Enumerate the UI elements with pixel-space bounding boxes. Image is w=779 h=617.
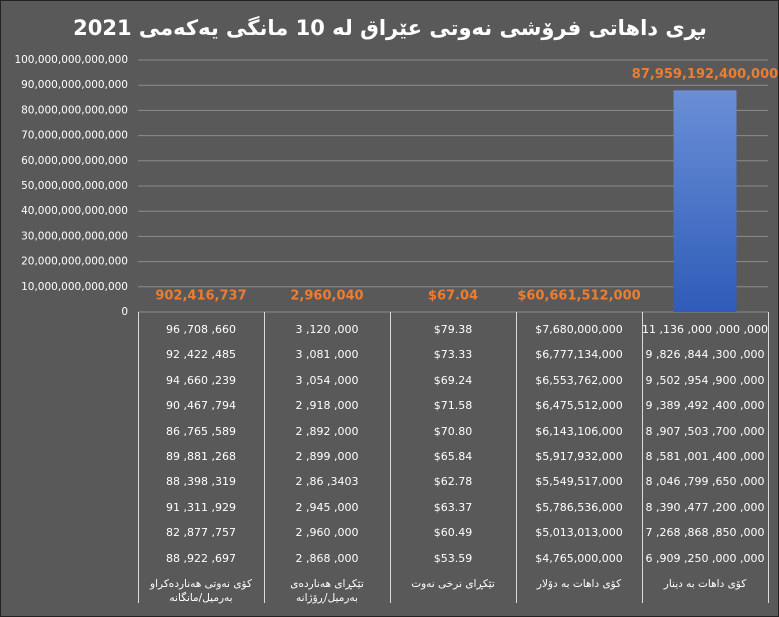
y-tick-label: 90,000,000,000,000: [21, 79, 128, 91]
y-tick-label: 60,000,000,000,000: [21, 155, 128, 167]
x-tick-label: کۆی داهات بە دینار: [663, 578, 747, 590]
chart-title: بڕی داهاتی فرۆشی نەوتی عێراق لە 10 مانگی…: [73, 15, 707, 40]
table-cell: $6,553,762,000: [535, 373, 623, 387]
table-cell: $63.37: [433, 500, 473, 514]
table-cell: 94 ,660 ,239: [166, 373, 236, 387]
data-label: $60,661,512,000: [517, 288, 640, 303]
table-cell: 9 ,502 ,954 ,900 ,000: [645, 373, 765, 387]
table-divider: [264, 312, 265, 603]
table-divider: [390, 312, 391, 603]
y-tick-label: 30,000,000,000,000: [21, 230, 128, 242]
table-cell: $70.80: [433, 424, 473, 438]
y-tick-label: 40,000,000,000,000: [21, 205, 128, 217]
y-tick-label: 80,000,000,000,000: [21, 104, 128, 116]
table-cell: 2 ,960 ,000: [295, 526, 359, 540]
table-cell: $6,777,134,000: [535, 348, 623, 362]
table-cell: $69.24: [433, 373, 473, 387]
y-tick-label: 0: [121, 306, 128, 318]
table-cell: 11 ,136 ,000 ,000 ,000: [642, 323, 768, 336]
table-cell: $6,475,512,000: [535, 399, 623, 413]
table-cell: 88 ,398 ,319: [166, 475, 236, 489]
table-cell: $62.78: [433, 475, 473, 489]
y-tick-label: 50,000,000,000,000: [21, 180, 128, 192]
table-cell: $5,786,536,000: [535, 500, 623, 514]
data-label: 902,416,737: [155, 288, 246, 303]
x-tick-label: کۆی نەوتی هەناردەکراو بەرمیل/مانگانە: [150, 578, 252, 604]
table-cell: $7,680,000,000: [535, 323, 623, 336]
table-cell: $65.84: [433, 450, 473, 463]
data-label: 87,959,192,400,000: [632, 67, 778, 82]
table-cell: $5,549,517,000: [535, 475, 623, 489]
table-cell: 8 ,907 ,503 ,700 ,000: [645, 424, 765, 438]
table-cell: $53.59: [433, 551, 473, 565]
table-cell: $73.33: [433, 348, 473, 362]
table-cell: 8 ,581 ,001 ,400 ,000: [645, 450, 765, 463]
table-cell: 88 ,922 ,697: [166, 551, 236, 565]
table-divider: [768, 312, 769, 603]
table-cell: 2 ,945 ,000: [295, 500, 359, 514]
y-tick-label: 10,000,000,000,000: [21, 281, 128, 293]
table-cell: $6,143,106,000: [535, 424, 623, 438]
table-cell: 9 ,389 ,492 ,400 ,000: [645, 399, 765, 413]
data-label: $67.04: [428, 289, 478, 304]
table-cell: 2 ,892 ,000: [295, 424, 359, 438]
table-divider: [642, 312, 643, 603]
y-tick-label: 20,000,000,000,000: [21, 256, 128, 268]
table-cell: 3 ,120 ,000: [295, 323, 359, 336]
y-tick-label: 100,000,000,000,000: [14, 54, 128, 66]
x-tick-label: تێکڕای نرخی نەوت: [411, 578, 495, 590]
table-cell: 90 ,467 ,794: [166, 399, 236, 413]
table-divider: [516, 312, 517, 603]
table-cell: 89 ,881 ,268: [166, 450, 236, 463]
table-cell: $79.38: [433, 323, 473, 336]
x-tick-label: کۆی داهات بە دۆلار: [536, 578, 622, 590]
table-cell: 3 ,081 ,000: [295, 348, 359, 362]
table-cell: 2 ,918 ,000: [295, 399, 359, 413]
table-cell: 3 ,054 ,000: [295, 373, 359, 387]
table-cell: $5,013,013,000: [535, 526, 623, 540]
table-cell: 2 ,899 ,000: [295, 450, 359, 463]
table-cell: 9 ,826 ,844 ,300 ,000: [645, 348, 765, 362]
table-cell: $5,917,932,000: [535, 450, 623, 463]
table-cell: 91 ,311 ,929: [166, 500, 236, 514]
table-cell: $60.49: [433, 526, 473, 540]
table-cell: 92 ,422 ,485: [166, 348, 236, 362]
table-cell: $4,765,000,000: [535, 551, 623, 565]
table-cell: 7 ,268 ,868 ,850 ,000: [645, 526, 765, 540]
table-cell: 2 ,86 ,3403: [295, 475, 359, 489]
table-cell: 82 ,877 ,757: [166, 526, 236, 540]
y-tick-label: 70,000,000,000,000: [21, 130, 128, 142]
table-cell: 86 ,765 ,589: [166, 424, 236, 438]
data-label: 2,960,040: [290, 289, 363, 304]
table-cell: 6 ,909 ,250 ,000 ,000: [645, 551, 765, 565]
x-tick-label: تێکڕای هەناردەی بەرمیل/ڕۆژانە: [290, 578, 364, 604]
table-divider: [138, 312, 139, 603]
table-cell: 2 ,868 ,000: [295, 551, 359, 565]
table-cell: $71.58: [433, 399, 473, 413]
table-cell: 8 ,390 ,477 ,200 ,000: [645, 500, 765, 514]
table-cell: 96 ,708 ,660: [166, 323, 236, 336]
bar: [673, 90, 737, 312]
table-cell: 8 ,046 ,799 ,650 ,000: [645, 475, 765, 489]
